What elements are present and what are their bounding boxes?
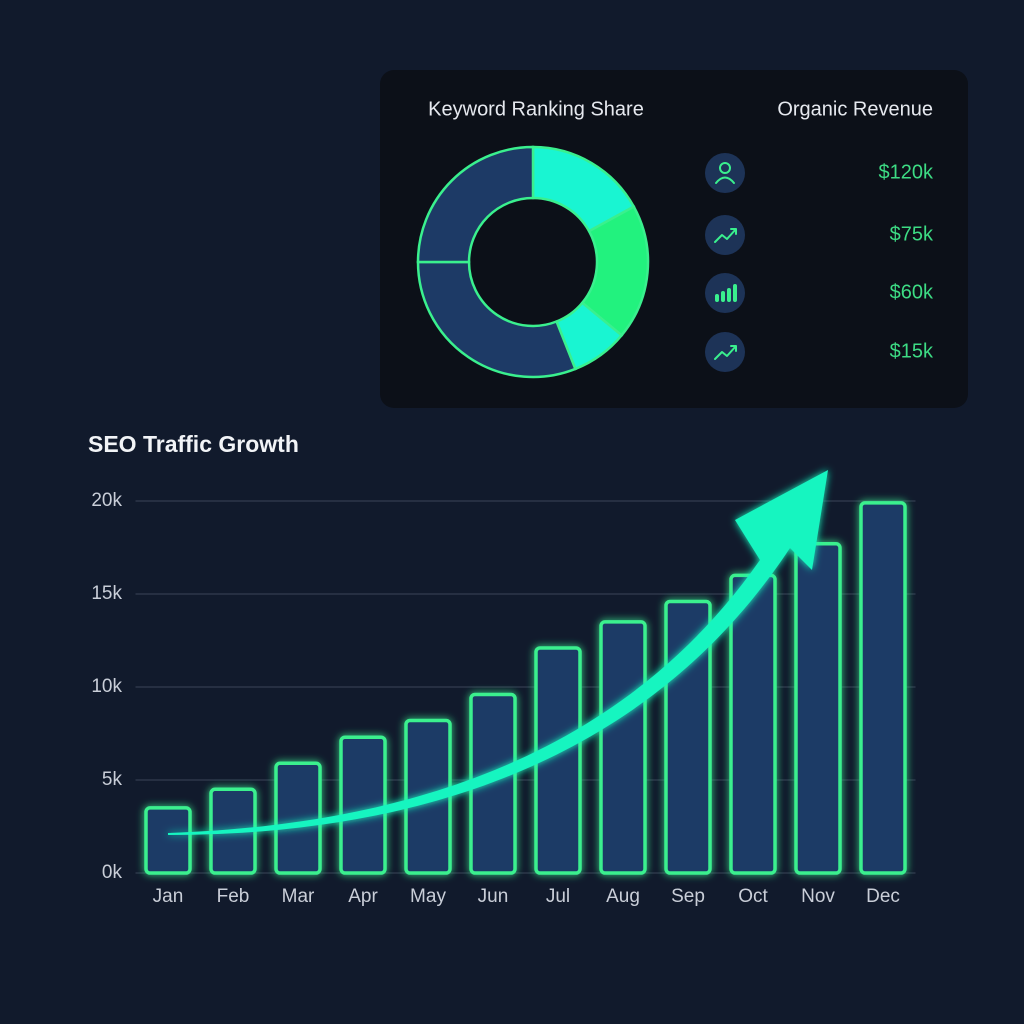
x-tick-label: Nov xyxy=(801,886,835,907)
x-tick-label: Mar xyxy=(282,886,315,907)
bar xyxy=(339,735,387,875)
x-tick-label: Oct xyxy=(738,886,768,907)
bar xyxy=(274,761,322,875)
bar xyxy=(859,501,907,875)
donut-segment xyxy=(416,260,577,379)
x-tick-label: Dec xyxy=(866,886,900,907)
trend-icon xyxy=(714,345,737,360)
x-tick-label: May xyxy=(410,886,446,907)
x-tick-label: Apr xyxy=(348,886,378,907)
user-icon xyxy=(719,162,731,174)
trend-icon xyxy=(714,228,737,243)
x-tick-label: Feb xyxy=(217,886,250,907)
bar xyxy=(599,620,647,875)
revenue-title: Organic Revenue xyxy=(777,98,933,120)
x-tick-label: Jan xyxy=(153,886,184,907)
icon-bg xyxy=(705,332,745,372)
user-icon xyxy=(715,176,735,184)
revenue-value: $60k xyxy=(890,281,934,303)
revenue-value: $75k xyxy=(890,223,934,245)
y-tick-label: 15k xyxy=(91,583,122,604)
revenue-value: $120k xyxy=(879,161,934,183)
x-tick-label: Aug xyxy=(606,886,640,907)
bar-title: SEO Traffic Growth xyxy=(88,431,299,457)
y-tick-label: 0k xyxy=(102,862,123,883)
donut-segment xyxy=(416,145,535,264)
x-tick-label: Sep xyxy=(671,886,705,907)
icon-bg xyxy=(705,215,745,255)
donut-title: Keyword Ranking Share xyxy=(428,98,644,120)
bar xyxy=(144,806,192,875)
x-tick-label: Jun xyxy=(478,886,509,907)
bars-icon xyxy=(715,284,737,302)
x-tick-label: Jul xyxy=(546,886,570,907)
y-tick-label: 20k xyxy=(91,490,122,511)
bar xyxy=(729,573,777,875)
y-tick-label: 5k xyxy=(102,769,123,790)
bar xyxy=(794,542,842,875)
growth-arrow xyxy=(168,470,828,835)
y-tick-label: 10k xyxy=(91,676,122,697)
revenue-value: $15k xyxy=(890,340,934,362)
